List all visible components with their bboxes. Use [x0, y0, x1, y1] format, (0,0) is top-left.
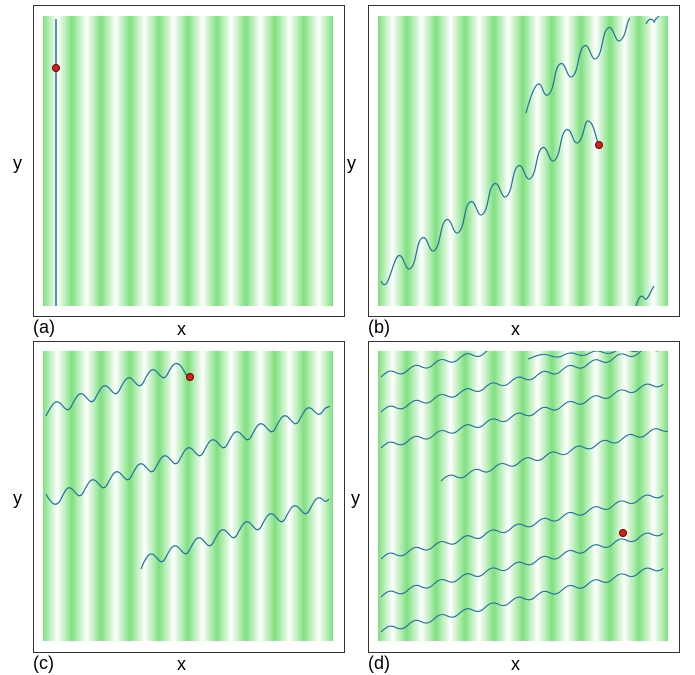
panel-b-trajectory-1	[380, 120, 600, 286]
panel-d-stripes	[378, 351, 668, 641]
panel-b-xlabel: x	[511, 319, 520, 339]
panel-c-marker	[186, 373, 194, 381]
panel-a-xlabel: x	[177, 319, 186, 339]
panel-a-tag: (a)	[33, 317, 55, 337]
panel-c-tag: (c)	[33, 653, 54, 673]
panel-a-marker	[52, 64, 60, 72]
panel-c-trajectory-1	[45, 362, 190, 417]
panel-a-field	[43, 16, 333, 306]
panel-d-trajectories	[378, 351, 668, 633]
panel-c-field	[43, 351, 333, 641]
panel-d-ylabel: y	[351, 488, 360, 508]
panel-b-trajectory-2	[525, 17, 631, 114]
panel-c-xlabel: x	[177, 654, 186, 674]
panel-c-ylabel: y	[13, 488, 22, 508]
panel-b-field	[378, 16, 668, 306]
panel-c-trajectory-3	[140, 497, 330, 570]
panel-b-ylabel: y	[347, 153, 356, 173]
panel-a-stripes	[43, 16, 333, 306]
panel-d-trajectory-0	[527, 351, 640, 360]
panel-b-trajectory-4	[635, 285, 655, 306]
panel-d-tag: (d)	[368, 653, 390, 673]
panel-d-field	[378, 351, 668, 641]
panel-b-trajectory-3	[645, 16, 660, 25]
panel-b-tag: (b)	[368, 317, 390, 337]
panel-b-marker	[595, 141, 603, 149]
panel-d-xlabel: x	[511, 654, 520, 674]
panel-d-marker	[619, 529, 627, 537]
panel-c-trajectory-2	[45, 405, 331, 505]
panel-c-stripes	[43, 351, 333, 641]
panel-b-stripes	[378, 16, 668, 306]
panel-a-ylabel: y	[13, 153, 22, 173]
